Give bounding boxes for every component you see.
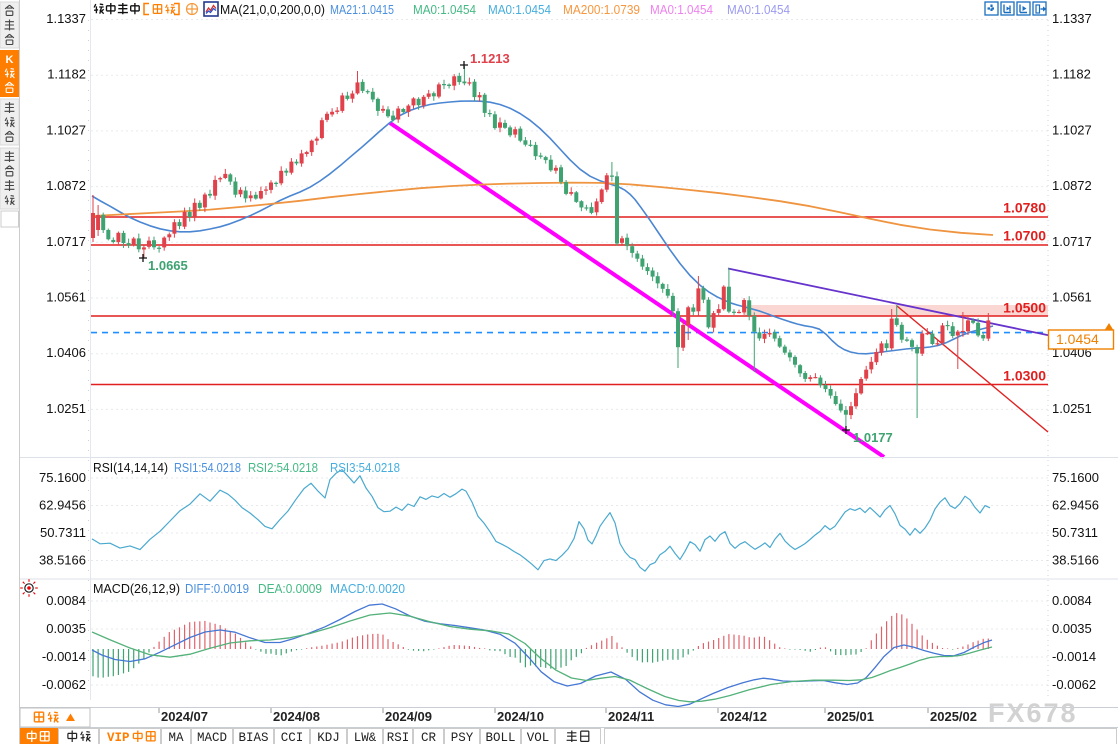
- svg-text:0.0084: 0.0084: [1052, 593, 1092, 608]
- svg-text:1.0872: 1.0872: [1052, 178, 1092, 193]
- svg-text:KDJ: KDJ: [317, 731, 340, 744]
- svg-text:38.5166: 38.5166: [1052, 553, 1099, 568]
- svg-text:2024/08: 2024/08: [273, 709, 320, 724]
- svg-text:0.0035: 0.0035: [46, 621, 86, 636]
- svg-text:-0.0014: -0.0014: [42, 649, 86, 664]
- svg-text:2024/12: 2024/12: [720, 709, 767, 724]
- svg-text:1.0700: 1.0700: [1003, 228, 1046, 244]
- svg-text:0.0035: 0.0035: [1052, 621, 1092, 636]
- svg-text:2024/07: 2024/07: [161, 709, 208, 724]
- svg-text:2024/11: 2024/11: [608, 709, 654, 724]
- svg-text:2024/09: 2024/09: [385, 709, 432, 724]
- svg-text:50.7311: 50.7311: [40, 525, 86, 540]
- svg-text:MA21:1.0415: MA21:1.0415: [330, 2, 394, 17]
- svg-text:1.0251: 1.0251: [46, 401, 86, 416]
- svg-text:2024/10: 2024/10: [497, 709, 544, 724]
- svg-text:2025/02: 2025/02: [930, 709, 977, 724]
- svg-text:1.0500: 1.0500: [1003, 300, 1046, 316]
- svg-text:1.1027: 1.1027: [46, 122, 86, 137]
- svg-text:MACD(26,12,9): MACD(26,12,9): [93, 581, 180, 596]
- svg-text:PSY: PSY: [451, 731, 474, 744]
- svg-text:VOL: VOL: [527, 731, 550, 744]
- svg-text:-0.0062: -0.0062: [42, 677, 86, 692]
- svg-text:BOLL: BOLL: [485, 731, 515, 744]
- svg-text:1.1337: 1.1337: [1052, 11, 1092, 26]
- svg-text:2025/01: 2025/01: [827, 709, 874, 724]
- svg-text:VIP: VIP: [107, 731, 130, 744]
- svg-text:75.1600: 75.1600: [39, 470, 86, 485]
- svg-text:1.0561: 1.0561: [46, 290, 86, 305]
- svg-text:MA: MA: [168, 731, 184, 744]
- svg-text:MA200:1.0739: MA200:1.0739: [563, 2, 640, 17]
- svg-text:MA0:1.0454: MA0:1.0454: [488, 2, 551, 17]
- svg-text:1.1182: 1.1182: [47, 67, 86, 82]
- svg-text:62.9456: 62.9456: [39, 498, 86, 513]
- svg-text:CR: CR: [421, 731, 437, 744]
- svg-text:CCI: CCI: [281, 731, 304, 744]
- svg-text:RSI(14,14,14): RSI(14,14,14): [93, 460, 168, 475]
- svg-text:1.1027: 1.1027: [1052, 122, 1092, 137]
- svg-text:38.5166: 38.5166: [39, 553, 86, 568]
- svg-text:1.0406: 1.0406: [46, 345, 86, 360]
- svg-text:75.1600: 75.1600: [1052, 470, 1099, 485]
- svg-text:MACD:0.0020: MACD:0.0020: [330, 581, 405, 596]
- svg-text:1.0177: 1.0177: [853, 430, 893, 445]
- svg-text:1.0717: 1.0717: [1052, 234, 1092, 249]
- svg-text:62.9456: 62.9456: [1052, 498, 1099, 513]
- svg-text:MA0:1.0454: MA0:1.0454: [727, 2, 790, 17]
- svg-text:1.1182: 1.1182: [1052, 67, 1091, 82]
- svg-text:1.0780: 1.0780: [1003, 200, 1046, 216]
- svg-text:RSI3:54.0218: RSI3:54.0218: [330, 460, 400, 475]
- svg-text:DEA:0.0009: DEA:0.0009: [258, 581, 322, 596]
- svg-text:DIFF:0.0019: DIFF:0.0019: [185, 581, 249, 596]
- svg-text:MA0:1.0454: MA0:1.0454: [413, 2, 476, 17]
- svg-text:RSI1:54.0218: RSI1:54.0218: [174, 460, 241, 475]
- svg-text:MA0:1.0454: MA0:1.0454: [650, 2, 713, 17]
- svg-text:-0.0062: -0.0062: [1052, 677, 1096, 692]
- svg-text:1.1337: 1.1337: [46, 11, 86, 26]
- svg-text:MA(21,0,0,200,0,0): MA(21,0,0,200,0,0): [220, 2, 325, 17]
- svg-text:1.0454: 1.0454: [1056, 331, 1099, 347]
- svg-text:1.1213: 1.1213: [470, 51, 510, 66]
- svg-text:-0.0014: -0.0014: [1052, 649, 1096, 664]
- svg-text:RSI2:54.0218: RSI2:54.0218: [248, 460, 318, 475]
- svg-text:1.0561: 1.0561: [1052, 290, 1092, 305]
- svg-text:K: K: [6, 54, 14, 66]
- svg-text:RSI: RSI: [387, 731, 410, 744]
- svg-text:1.0251: 1.0251: [1052, 401, 1092, 416]
- svg-text:50.7311: 50.7311: [1052, 525, 1098, 540]
- svg-text:FX678: FX678: [988, 698, 1078, 728]
- svg-text:BIAS: BIAS: [238, 731, 268, 744]
- svg-text:1.0872: 1.0872: [46, 178, 86, 193]
- svg-text:0.0084: 0.0084: [46, 593, 86, 608]
- svg-text:MACD: MACD: [197, 731, 227, 744]
- svg-text:1.0665: 1.0665: [148, 258, 188, 273]
- svg-text:1.0717: 1.0717: [46, 234, 86, 249]
- svg-text:LW&: LW&: [354, 731, 377, 744]
- svg-text:1.0300: 1.0300: [1003, 368, 1046, 384]
